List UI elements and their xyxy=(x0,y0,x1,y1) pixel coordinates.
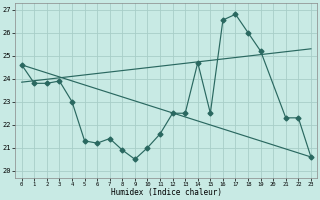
X-axis label: Humidex (Indice chaleur): Humidex (Indice chaleur) xyxy=(111,188,222,197)
